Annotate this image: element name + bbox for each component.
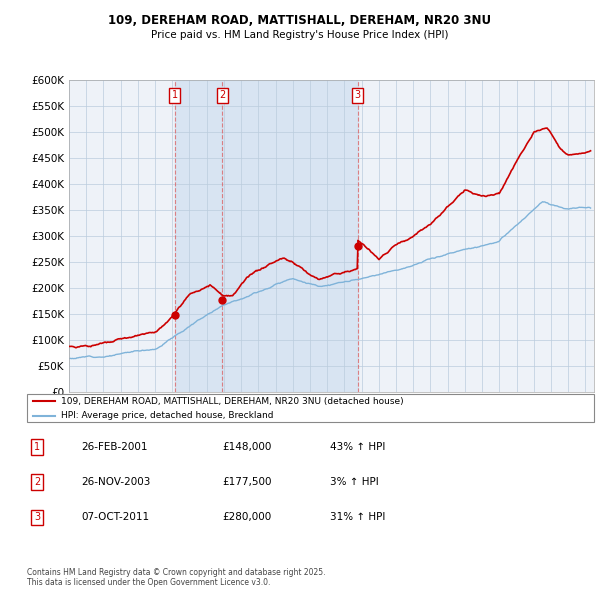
Text: 3: 3 xyxy=(34,513,40,522)
Text: 1: 1 xyxy=(34,442,40,451)
Text: 2: 2 xyxy=(219,90,226,100)
Text: 26-NOV-2003: 26-NOV-2003 xyxy=(81,477,151,487)
Text: Contains HM Land Registry data © Crown copyright and database right 2025.
This d: Contains HM Land Registry data © Crown c… xyxy=(27,568,325,587)
Text: 3: 3 xyxy=(355,90,361,100)
Text: 31% ↑ HPI: 31% ↑ HPI xyxy=(330,513,385,522)
Text: 07-OCT-2011: 07-OCT-2011 xyxy=(81,513,149,522)
Bar xyxy=(222,80,358,392)
Text: 43% ↑ HPI: 43% ↑ HPI xyxy=(330,442,385,451)
Text: 2: 2 xyxy=(34,477,40,487)
Text: 1: 1 xyxy=(172,90,178,100)
Bar xyxy=(175,80,222,392)
Text: £148,000: £148,000 xyxy=(222,442,271,451)
Text: 109, DEREHAM ROAD, MATTISHALL, DEREHAM, NR20 3NU (detached house): 109, DEREHAM ROAD, MATTISHALL, DEREHAM, … xyxy=(61,397,404,406)
Text: 3% ↑ HPI: 3% ↑ HPI xyxy=(330,477,379,487)
Text: 109, DEREHAM ROAD, MATTISHALL, DEREHAM, NR20 3NU: 109, DEREHAM ROAD, MATTISHALL, DEREHAM, … xyxy=(109,14,491,27)
Text: £280,000: £280,000 xyxy=(222,513,271,522)
Text: Price paid vs. HM Land Registry's House Price Index (HPI): Price paid vs. HM Land Registry's House … xyxy=(151,30,449,40)
Text: HPI: Average price, detached house, Breckland: HPI: Average price, detached house, Brec… xyxy=(61,411,274,420)
Text: £177,500: £177,500 xyxy=(222,477,271,487)
Text: 26-FEB-2001: 26-FEB-2001 xyxy=(81,442,148,451)
